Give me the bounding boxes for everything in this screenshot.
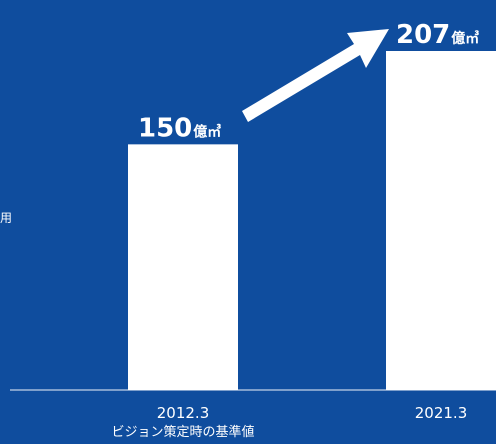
value-unit: 億㎥ bbox=[193, 123, 221, 140]
value-number: 207 bbox=[396, 20, 450, 50]
value-label-2012.3: 150億㎥ bbox=[138, 113, 221, 143]
x-tick-label-2021.3: 2021.3 bbox=[415, 404, 468, 422]
value-number: 150 bbox=[138, 113, 192, 143]
side-label: 用 bbox=[0, 211, 13, 225]
trend-arrow bbox=[242, 29, 389, 122]
x-tick-sublabel: ビジョン策定時の基準値 bbox=[111, 424, 254, 440]
trend-arrow-icon bbox=[242, 29, 389, 122]
value-unit: 億㎥ bbox=[451, 30, 479, 47]
bar-2021.3 bbox=[386, 51, 496, 390]
bar-2012.3 bbox=[128, 144, 238, 390]
x-tick-label-2012.3: 2012.3 bbox=[157, 404, 210, 422]
bars-layer bbox=[128, 51, 496, 390]
value-label-2021.3: 207億㎥ bbox=[396, 20, 479, 50]
